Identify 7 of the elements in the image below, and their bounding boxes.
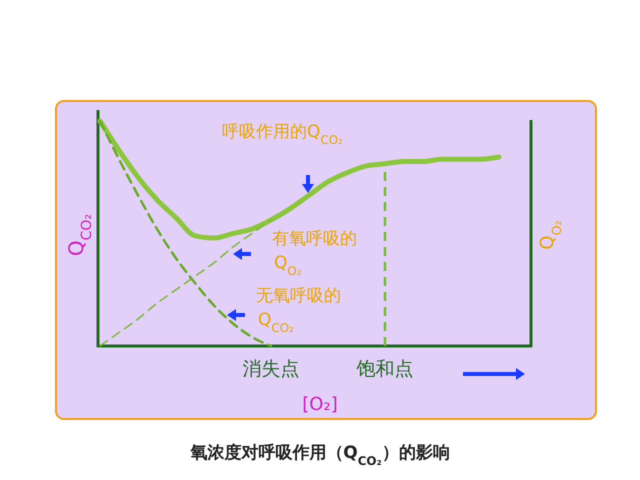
series-label: 无氧呼吸的Q$_{CO₂}$ — [256, 286, 341, 335]
x-tick-label: 消失点 — [242, 358, 300, 380]
x-tick-label: 饱和点 — [356, 358, 414, 380]
series-label: 有氧呼吸的Q$_{O₂}$ — [272, 229, 357, 278]
series-label: 呼吸作用的Q$_{CO₂}$ — [222, 122, 344, 147]
text: 氧浓度对呼吸作用（Q$_{CO₂}$）的影响 — [189, 443, 450, 468]
x-axis-title: [O₂] — [302, 394, 338, 415]
